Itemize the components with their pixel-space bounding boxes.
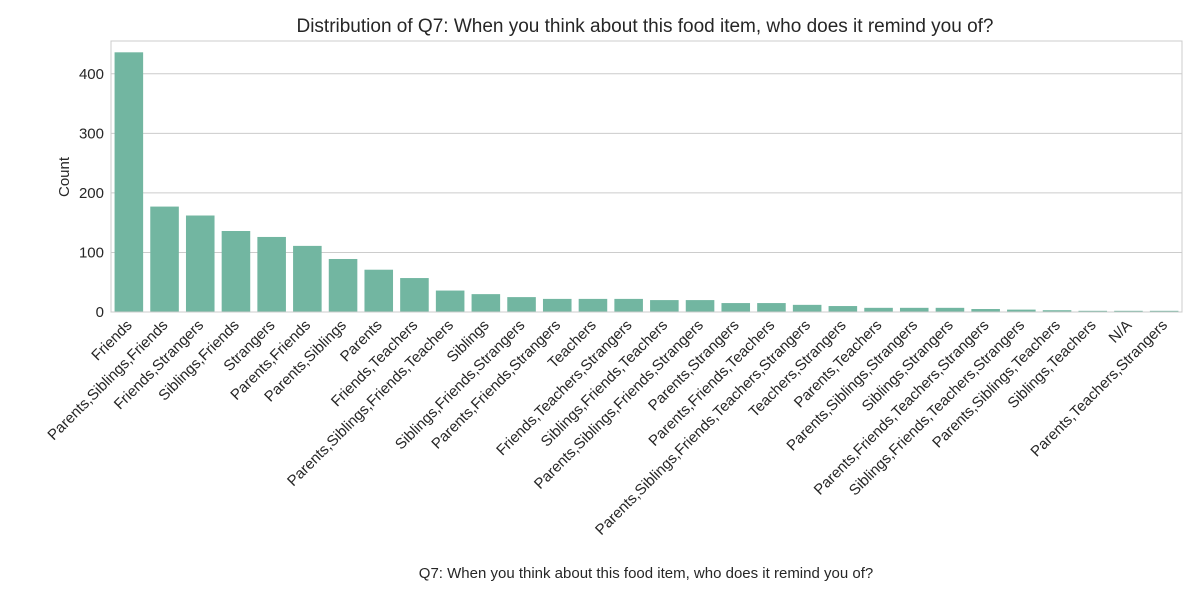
bar (1149, 310, 1179, 312)
bar (1007, 309, 1036, 312)
y-tick-label: 400 (79, 66, 104, 83)
bar (828, 306, 858, 312)
x-tick-label: N/A (1106, 317, 1136, 347)
plot-frame (110, 40, 1183, 313)
bar (400, 278, 429, 312)
bar (614, 298, 643, 312)
bar (1114, 310, 1143, 312)
bar (864, 307, 893, 312)
bar (435, 290, 465, 312)
bar (542, 298, 572, 312)
y-tick-label: 0 (96, 304, 104, 321)
bar (328, 258, 358, 312)
bar (578, 298, 608, 312)
bar (471, 294, 501, 312)
bar (792, 304, 822, 312)
bar (114, 52, 144, 313)
x-axis-label: Q7: When you think about this food item,… (419, 565, 873, 582)
bars (114, 52, 1179, 313)
bar (650, 300, 679, 312)
bar (1078, 310, 1108, 312)
y-tick-label: 100 (79, 244, 104, 261)
bar (507, 297, 536, 312)
x-tick-labels: FriendsParents,Siblings,FriendsFriends,S… (44, 317, 1171, 539)
bar (257, 236, 286, 312)
y-axis-label: Count (56, 156, 73, 197)
chart-title: Distribution of Q7: When you think about… (296, 16, 993, 37)
bar (935, 307, 965, 312)
y-tick-labels: 0 100 200 300 400 (79, 66, 104, 321)
bar (757, 303, 786, 312)
bar (1042, 310, 1072, 312)
bar (721, 303, 751, 312)
y-tick-label: 200 (79, 185, 104, 202)
bar (685, 300, 715, 312)
bar (185, 215, 215, 312)
bar (293, 245, 322, 312)
bar (364, 269, 394, 312)
y-tick-label: 300 (79, 125, 104, 142)
bar (899, 307, 929, 312)
bar (221, 230, 251, 312)
bar (150, 206, 179, 312)
bar (971, 309, 1000, 312)
